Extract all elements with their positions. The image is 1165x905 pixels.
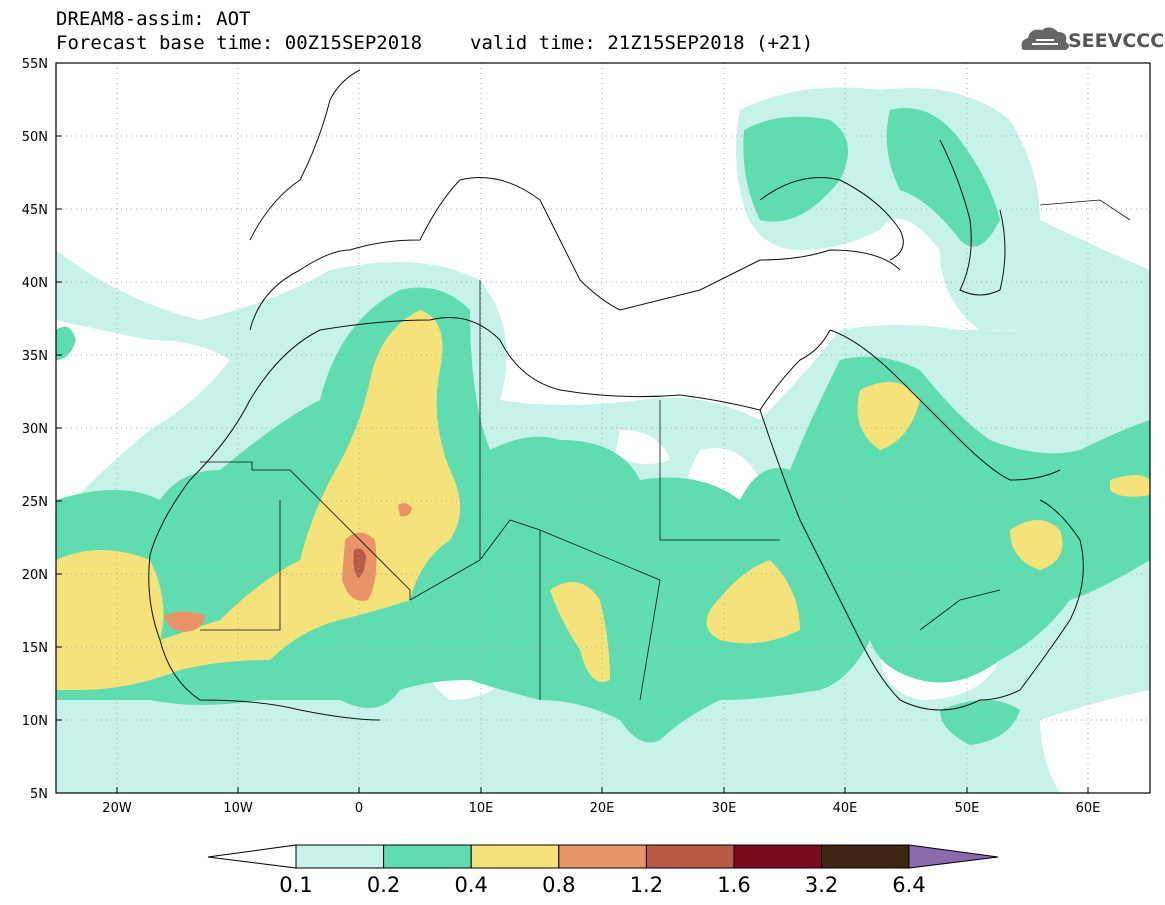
- colorbar-under-arrow: [207, 844, 297, 869]
- colorbar-label: 0.2: [367, 873, 400, 897]
- colorbar-over-arrow: [908, 844, 999, 869]
- lon-label: 30E: [712, 801, 737, 816]
- aot-contour-1.2: [353, 548, 366, 578]
- cloud-icon: [1021, 27, 1069, 50]
- forecast-time-line: Forecast base time: 00Z15SEP2018 valid ti…: [56, 32, 813, 54]
- aot-field: [56, 63, 1150, 793]
- coastlines: [148, 69, 1084, 721]
- colorbar-swatch: [821, 844, 910, 869]
- lat-label: 5N: [30, 787, 48, 802]
- lat-label: 40N: [22, 276, 48, 291]
- lat-label: 10N: [22, 714, 48, 729]
- lon-label: 20E: [590, 801, 615, 816]
- lon-label: 20W: [102, 801, 132, 816]
- colorbar-label: 6.4: [892, 873, 925, 897]
- colorbar-label: 0.4: [454, 873, 487, 897]
- lon-label: 0: [355, 801, 363, 816]
- lat-label: 50N: [22, 130, 48, 145]
- colorbar-label: 0.1: [279, 873, 312, 897]
- brand-logo-text: SEEVCCC: [1068, 30, 1165, 52]
- lat-label: 55N: [22, 57, 48, 72]
- valid-time: valid time: 21Z15SEP2018 (+21): [470, 32, 814, 54]
- lon-label: 10E: [469, 801, 494, 816]
- lat-label: 35N: [22, 349, 48, 364]
- lat-label: 15N: [22, 641, 48, 656]
- graticule: [56, 63, 1150, 793]
- colorbar-swatch: [733, 844, 823, 869]
- colorbar-label: 0.8: [542, 873, 575, 897]
- latitude-labels: 55N 50N 45N 40N 35N 30N 25N 20N 15N 10N …: [22, 57, 48, 802]
- axis-ticks: [56, 62, 1089, 793]
- lon-label: 10W: [223, 801, 253, 816]
- lat-label: 30N: [22, 422, 48, 437]
- lat-label: 25N: [22, 495, 48, 510]
- colorbar-swatch: [558, 844, 647, 869]
- longitude-labels: 20W 10W 0 10E 20E 30E 40E 50E 60E: [102, 801, 1100, 816]
- lat-label: 45N: [22, 203, 48, 218]
- product-title: DREAM8-assim: AOT: [56, 8, 251, 30]
- colorbar-label: 1.6: [717, 873, 750, 897]
- colorbar-label: 1.2: [630, 873, 663, 897]
- base-time: Forecast base time: 00Z15SEP2018: [56, 32, 423, 54]
- lon-label: 60E: [1076, 801, 1101, 816]
- lon-label: 40E: [833, 801, 858, 816]
- lat-label: 20N: [22, 568, 48, 583]
- colorbar-swatch: [470, 844, 560, 869]
- colorbar-swatch: [383, 844, 472, 869]
- colorbar-label: 3.2: [805, 873, 838, 897]
- colorbar-swatch: [295, 844, 385, 869]
- country-borders: [200, 199, 1131, 701]
- colorbar: 0.1 0.2 0.4 0.8 1.2 1.6 3.2 6.4: [207, 844, 999, 897]
- lon-label: 50E: [955, 801, 980, 816]
- colorbar-swatch: [645, 844, 735, 869]
